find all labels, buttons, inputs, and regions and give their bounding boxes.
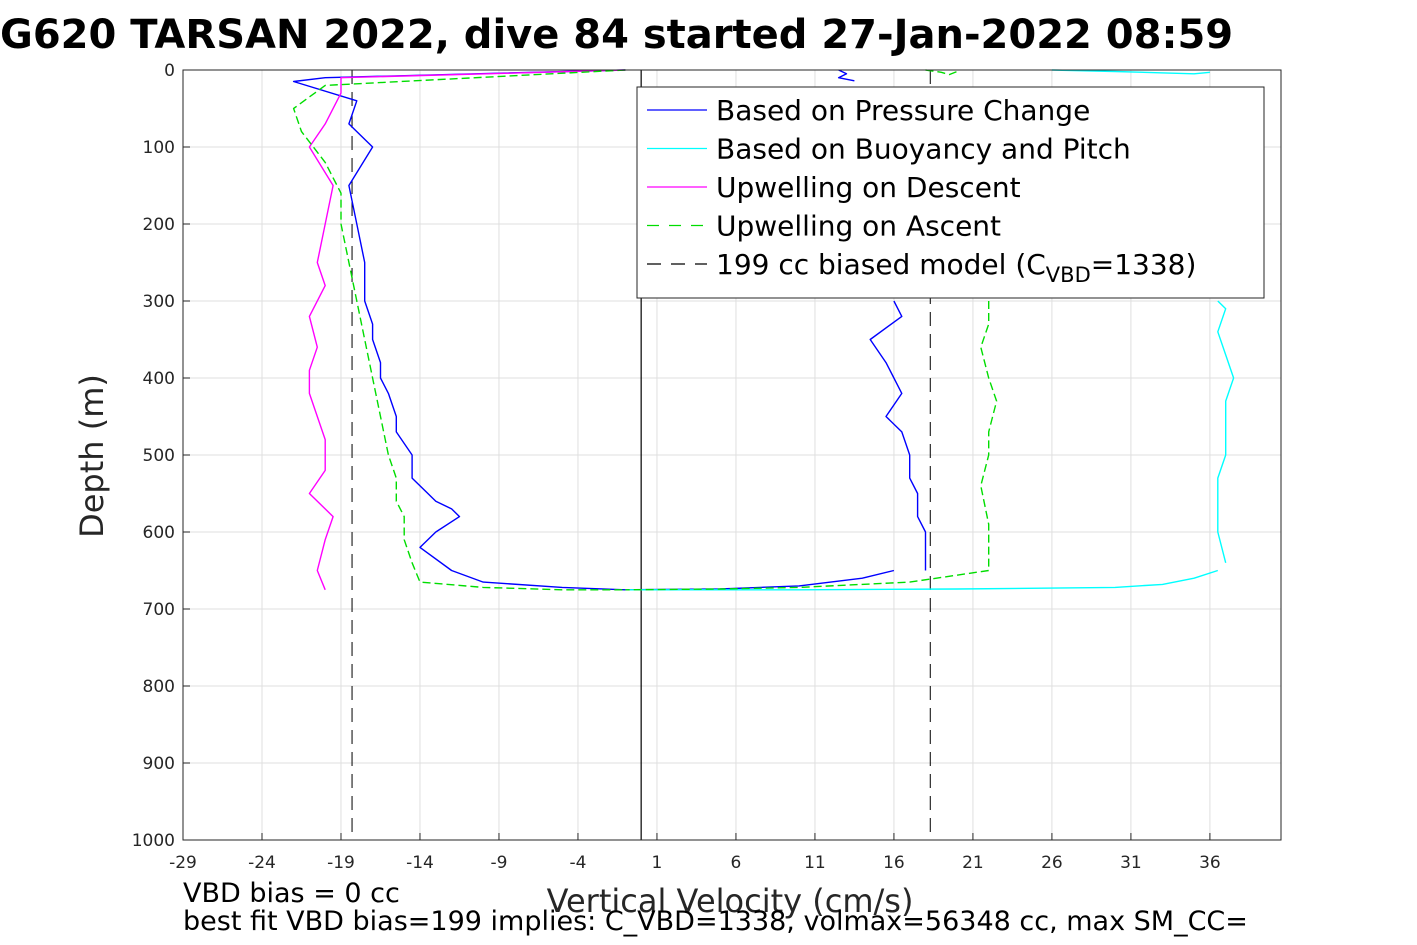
x-tick-label: -4 [569, 853, 586, 873]
series-line-buoyancy [625, 569, 1219, 591]
legend-label-up_desc: Upwelling on Descent [716, 171, 1021, 204]
y-tick-label: 200 [143, 215, 175, 235]
x-tick-label: -14 [406, 853, 434, 873]
x-tick-label: -19 [327, 853, 355, 873]
y-tick-label: 300 [143, 292, 175, 312]
plot-area [292, 69, 1235, 840]
y-axis-ticks: 0 100 200 300 400 500 600 700 800 900 1000 [132, 61, 190, 851]
footer-best-fit: best fit VBD bias=199 implies: C_VBD=133… [183, 906, 1248, 937]
series-line-up_asc [980, 301, 998, 571]
x-tick-label: -29 [169, 853, 197, 873]
x-tick-label: 31 [1120, 853, 1142, 873]
series-line-up_desc [308, 69, 626, 591]
y-tick-label: 800 [143, 677, 175, 697]
legend-label-model: 199 cc biased model (CVBD=1338) [716, 248, 1196, 287]
x-tick-label: 21 [962, 853, 984, 873]
y-tick-label: 900 [143, 754, 175, 774]
x-tick-label: 26 [1041, 853, 1063, 873]
legend-label-buoyancy: Based on Buoyancy and Pitch [716, 133, 1131, 166]
legend-label-pressure: Based on Pressure Change [716, 94, 1090, 127]
y-tick-label: 100 [143, 138, 175, 158]
y-tick-label: 700 [143, 600, 175, 620]
x-tick-label: 6 [731, 853, 742, 873]
series-line-up_asc [625, 569, 989, 591]
x-axis-ticks: -29 -24 -19 -14 -9 -4 1 6 11 16 21 26 31 36 [169, 833, 1221, 873]
series-line-pressure [837, 69, 855, 82]
chart-title: G620 TARSAN 2022, dive 84 started 27-Jan… [0, 12, 1233, 58]
x-tick-label: 11 [804, 853, 826, 873]
x-axis-label: Vertical Velocity (cm/s) [547, 882, 914, 920]
legend-box [636, 86, 1265, 299]
y-axis-label: Depth (m) [73, 374, 111, 538]
x-tick-label: 16 [883, 853, 905, 873]
x-tick-label: 36 [1199, 853, 1221, 873]
y-tick-label: 0 [164, 61, 175, 81]
x-tick-label: -9 [490, 853, 507, 873]
y-tick-label: 1000 [132, 831, 175, 851]
y-tick-label: 500 [143, 446, 175, 466]
series-line-up_asc [292, 69, 626, 591]
series-line-buoyancy [1217, 300, 1235, 563]
series-line-pressure [292, 69, 895, 591]
legend: Based on Pressure Change Based on Buoyanc… [636, 86, 1265, 299]
legend-label-up_asc: Upwelling on Ascent [716, 210, 1001, 243]
x-tick-label: -24 [248, 853, 276, 873]
footer-vbd-bias: VBD bias = 0 cc [183, 878, 400, 909]
series-line-up_asc [925, 69, 958, 76]
y-tick-label: 400 [143, 369, 175, 389]
y-tick-label: 600 [143, 523, 175, 543]
x-tick-label: 1 [652, 853, 663, 873]
series-line-buoyancy [1051, 69, 1210, 75]
series-line-pressure [869, 300, 927, 571]
